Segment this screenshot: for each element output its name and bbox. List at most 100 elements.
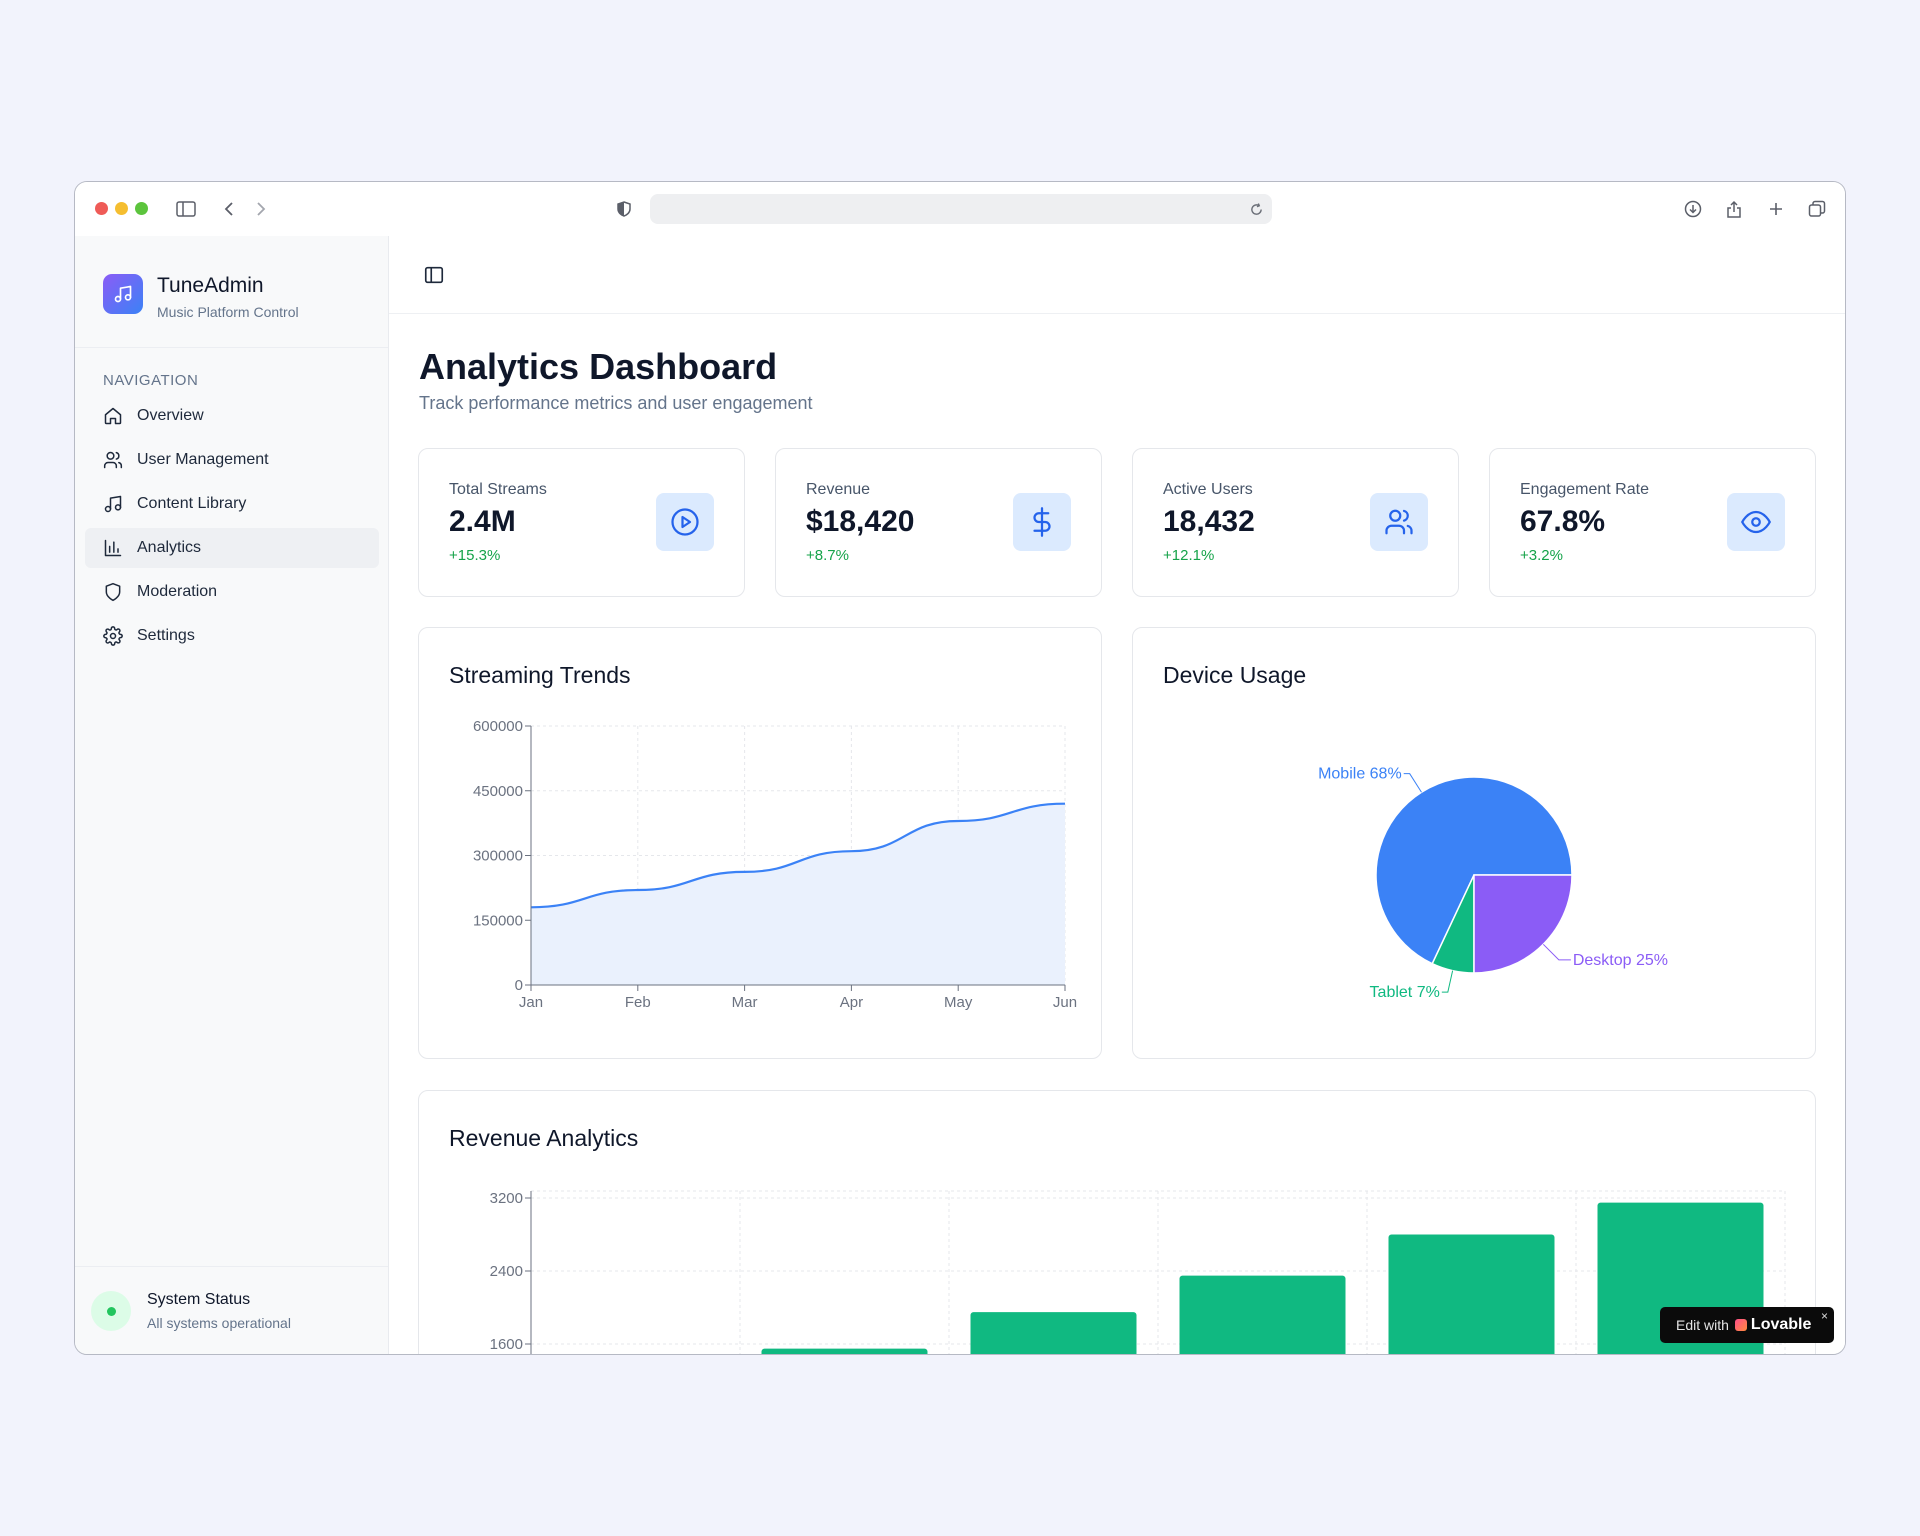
- stat-value: 18,432: [1163, 505, 1255, 538]
- revenue-analytics-title: Revenue Analytics: [449, 1125, 639, 1151]
- stat-value: $18,420: [806, 505, 915, 538]
- address-bar[interactable]: [650, 194, 1272, 224]
- users-icon: [1370, 493, 1428, 551]
- badge-edit-label: Edit with: [1676, 1317, 1729, 1333]
- lovable-heart-icon: [1734, 1319, 1747, 1331]
- streaming-trends-title: Streaming Trends: [449, 662, 631, 688]
- sidebar-item-label: Settings: [137, 627, 195, 644]
- badge-brand-label: Lovable: [1750, 1316, 1812, 1333]
- dollar-icon: [1013, 493, 1071, 551]
- maximize-window-button[interactable]: [135, 202, 148, 215]
- reload-icon[interactable]: [1246, 199, 1266, 219]
- pie-label: Desktop 25%: [1573, 952, 1668, 969]
- download-icon[interactable]: [1681, 197, 1705, 221]
- y-tick-label: 150000: [473, 912, 523, 929]
- back-icon[interactable]: [217, 197, 241, 221]
- home-icon: [104, 407, 122, 425]
- status-dot: [106, 1306, 116, 1316]
- pie-label: Tablet 7%: [1370, 984, 1440, 1001]
- system-status: System Status All systems operational: [75, 1266, 388, 1354]
- sidebar: TuneAdmin Music Platform Control NAVIGAT…: [75, 236, 389, 1354]
- stat-label: Total Streams: [449, 481, 547, 498]
- revenue-bar: [1179, 1275, 1346, 1354]
- stat-value: 2.4M: [449, 505, 516, 538]
- stat-card-total-streams: Total Streams 2.4M +15.3%: [418, 448, 745, 597]
- brand[interactable]: TuneAdmin Music Platform Control: [103, 274, 363, 324]
- revenue-analytics-chart: 1600 2400 3200: [490, 1190, 1786, 1354]
- device-usage-chart: Mobile 68% Tablet 7% Desktop 25%: [1318, 766, 1668, 1001]
- privacy-shield-icon[interactable]: [612, 197, 636, 221]
- revenue-bar: [1388, 1234, 1555, 1354]
- x-tick-label: Jun: [1053, 994, 1077, 1011]
- page-title: Analytics Dashboard: [419, 346, 778, 387]
- x-tick-label: Jan: [519, 994, 543, 1011]
- badge-close-button[interactable]: ×: [1820, 1309, 1828, 1323]
- gear-icon: [103, 626, 123, 646]
- pie-slice: [1473, 874, 1573, 974]
- device-usage-title: Device Usage: [1163, 662, 1307, 688]
- device-usage-card: Device Usage Mobile 68% Tablet 7% Desktop …: [1132, 627, 1816, 1059]
- sidebar-item-analytics[interactable]: Analytics: [85, 528, 379, 568]
- tabs-overview-icon[interactable]: [1805, 197, 1829, 221]
- nav-list: Overview User Management Content Library…: [85, 396, 379, 660]
- sidebar-item-label: User Management: [137, 451, 269, 468]
- sidebar-divider: [75, 347, 388, 348]
- sidebar-item-moderation[interactable]: Moderation: [85, 572, 379, 612]
- sidebar-item-label: Analytics: [137, 539, 202, 556]
- y-tick-label: 300000: [473, 848, 523, 865]
- y-tick-label: 450000: [473, 783, 523, 800]
- page-subtitle: Track performance metrics and user engag…: [419, 393, 813, 413]
- forward-icon[interactable]: [249, 197, 273, 221]
- main-content: Analytics Dashboard Track performance me…: [389, 236, 1845, 1354]
- y-tick-label: 600000: [473, 718, 523, 735]
- y-tick-label: 3200: [490, 1190, 523, 1207]
- stat-change: +12.1%: [1163, 547, 1215, 564]
- stat-label: Active Users: [1163, 481, 1253, 498]
- series-line: [530, 802, 1066, 909]
- status-indicator: [91, 1291, 131, 1331]
- stat-label: Engagement Rate: [1520, 481, 1649, 498]
- stat-change: +15.3%: [449, 547, 501, 564]
- topbar: [389, 236, 1845, 314]
- revenue-bar: [761, 1348, 928, 1354]
- browser-titlebar: [75, 182, 1845, 236]
- pie-slice: [1375, 776, 1573, 965]
- sidebar-item-content-library[interactable]: Content Library: [85, 484, 379, 524]
- revenue-analytics-card: Revenue Analytics 1600 2400 3200: [418, 1090, 1816, 1354]
- edit-with-lovable-badge[interactable]: Edit with Lovable ×: [1660, 1307, 1834, 1343]
- sidebar-item-label: Overview: [137, 407, 204, 424]
- stat-label: Revenue: [806, 481, 871, 498]
- panel-toggle-icon[interactable]: [423, 264, 445, 286]
- sidebar-item-user-management[interactable]: User Management: [85, 440, 379, 480]
- stat-change: +3.2%: [1520, 547, 1563, 564]
- stat-card-active-users: Active Users 18,432 +12.1%: [1132, 448, 1459, 597]
- sidebar-item-settings[interactable]: Settings: [85, 616, 379, 656]
- y-tick-label: 0: [515, 977, 523, 994]
- pie-label-line: [1542, 943, 1571, 961]
- play-circle-icon: [656, 493, 714, 551]
- nav-heading: NAVIGATION: [103, 372, 199, 389]
- music-note-icon: [104, 495, 122, 513]
- stat-card-revenue: Revenue $18,420 +8.7%: [775, 448, 1102, 597]
- brand-subtitle: Music Platform Control: [157, 304, 299, 320]
- users-icon: [103, 451, 123, 469]
- streaming-trends-card: Streaming Trends 0 150000 300000 450000 6000…: [418, 627, 1102, 1059]
- x-tick-label: Mar: [732, 994, 758, 1011]
- sidebar-item-label: Moderation: [137, 583, 218, 600]
- close-window-button[interactable]: [95, 202, 108, 215]
- stat-card-engagement-rate: Engagement Rate 67.8% +3.2%: [1489, 448, 1816, 597]
- stat-change: +8.7%: [806, 547, 849, 564]
- new-tab-icon[interactable]: [1764, 197, 1788, 221]
- revenue-bar: [970, 1312, 1137, 1354]
- brand-name: TuneAdmin: [157, 274, 264, 297]
- x-tick-label: Apr: [840, 994, 863, 1011]
- shield-icon: [105, 582, 121, 602]
- sidebar-toggle-icon[interactable]: [174, 197, 198, 221]
- status-subtitle: All systems operational: [147, 1315, 291, 1331]
- x-tick-label: Feb: [625, 994, 651, 1011]
- share-icon[interactable]: [1722, 197, 1746, 221]
- pie-label-line: [1403, 773, 1422, 793]
- sidebar-item-overview[interactable]: Overview: [85, 396, 379, 436]
- pie-label: Mobile 68%: [1318, 766, 1402, 783]
- minimize-window-button[interactable]: [115, 202, 128, 215]
